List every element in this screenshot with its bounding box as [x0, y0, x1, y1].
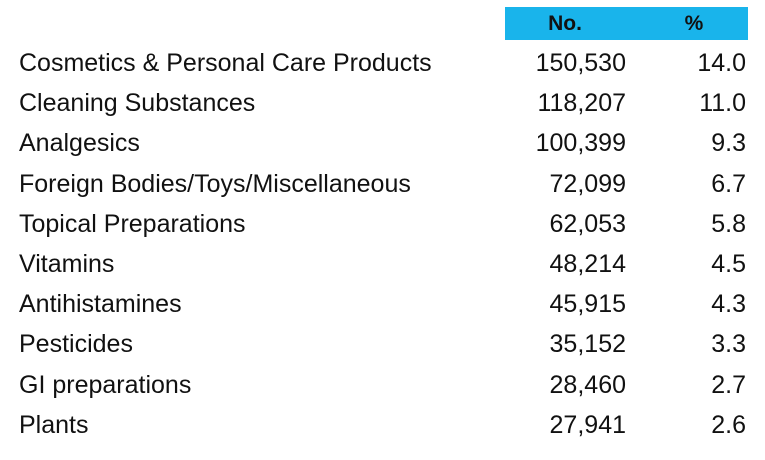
- column-header-no: No.: [548, 12, 582, 35]
- header-band: [505, 7, 748, 40]
- row-percent: 11.0: [699, 89, 746, 118]
- table-row: GI preparations 28,460 2.7: [0, 365, 765, 405]
- table-row: Pesticides 35,152 3.3: [0, 324, 765, 364]
- row-label: Topical Preparations: [19, 209, 246, 238]
- row-percent: 14.0: [697, 49, 746, 77]
- row-percent: 4.5: [711, 250, 746, 278]
- row-count: 150,530: [535, 49, 626, 77]
- table-row: Analgesics 100,399 9.3: [0, 123, 765, 163]
- table-row: Topical Preparations 62,053 5.8: [0, 204, 765, 244]
- row-percent: 2.6: [711, 410, 746, 439]
- row-percent: 2.7: [711, 370, 746, 399]
- row-count: 28,460: [549, 370, 626, 399]
- row-count: 118,207: [537, 89, 626, 118]
- row-count: 72,099: [549, 169, 626, 198]
- row-percent: 6.7: [711, 169, 746, 198]
- table-row: Foreign Bodies/Toys/Miscellaneous 72,099 6…: [0, 164, 765, 204]
- row-percent: 5.8: [711, 209, 746, 238]
- row-label: GI preparations: [19, 370, 192, 399]
- table-row: Antihistamines 45,915 4.3: [0, 284, 765, 324]
- row-label: Analgesics: [19, 129, 140, 158]
- row-label: Antihistamines: [19, 290, 182, 319]
- row-label: Plants: [19, 410, 89, 439]
- row-count: 27,941: [549, 410, 626, 439]
- row-count: 62,053: [549, 209, 626, 238]
- row-percent: 9.3: [711, 129, 746, 158]
- column-header-percent: %: [684, 12, 704, 35]
- row-label: Cosmetics & Personal Care Products: [19, 49, 432, 77]
- row-label: Foreign Bodies/Toys/Miscellaneous: [19, 169, 411, 198]
- row-count: 48,214: [549, 250, 626, 278]
- row-percent: 3.3: [711, 330, 746, 359]
- row-count: 100,399: [535, 129, 626, 158]
- table-row: Plants 27,941 2.6: [0, 405, 765, 445]
- row-count: 45,915: [549, 290, 626, 319]
- table-row: Vitamins 48,214 4.5: [0, 244, 765, 284]
- row-label: Vitamins: [19, 250, 115, 278]
- row-percent: 4.3: [711, 290, 746, 319]
- row-count: 35,152: [549, 330, 626, 359]
- row-label: Cleaning Substances: [19, 89, 256, 118]
- table-row: Cosmetics & Personal Care Products 150,53…: [0, 43, 765, 83]
- row-label: Pesticides: [19, 330, 133, 359]
- table-row: Cleaning Substances 118,207 11.0: [0, 83, 765, 123]
